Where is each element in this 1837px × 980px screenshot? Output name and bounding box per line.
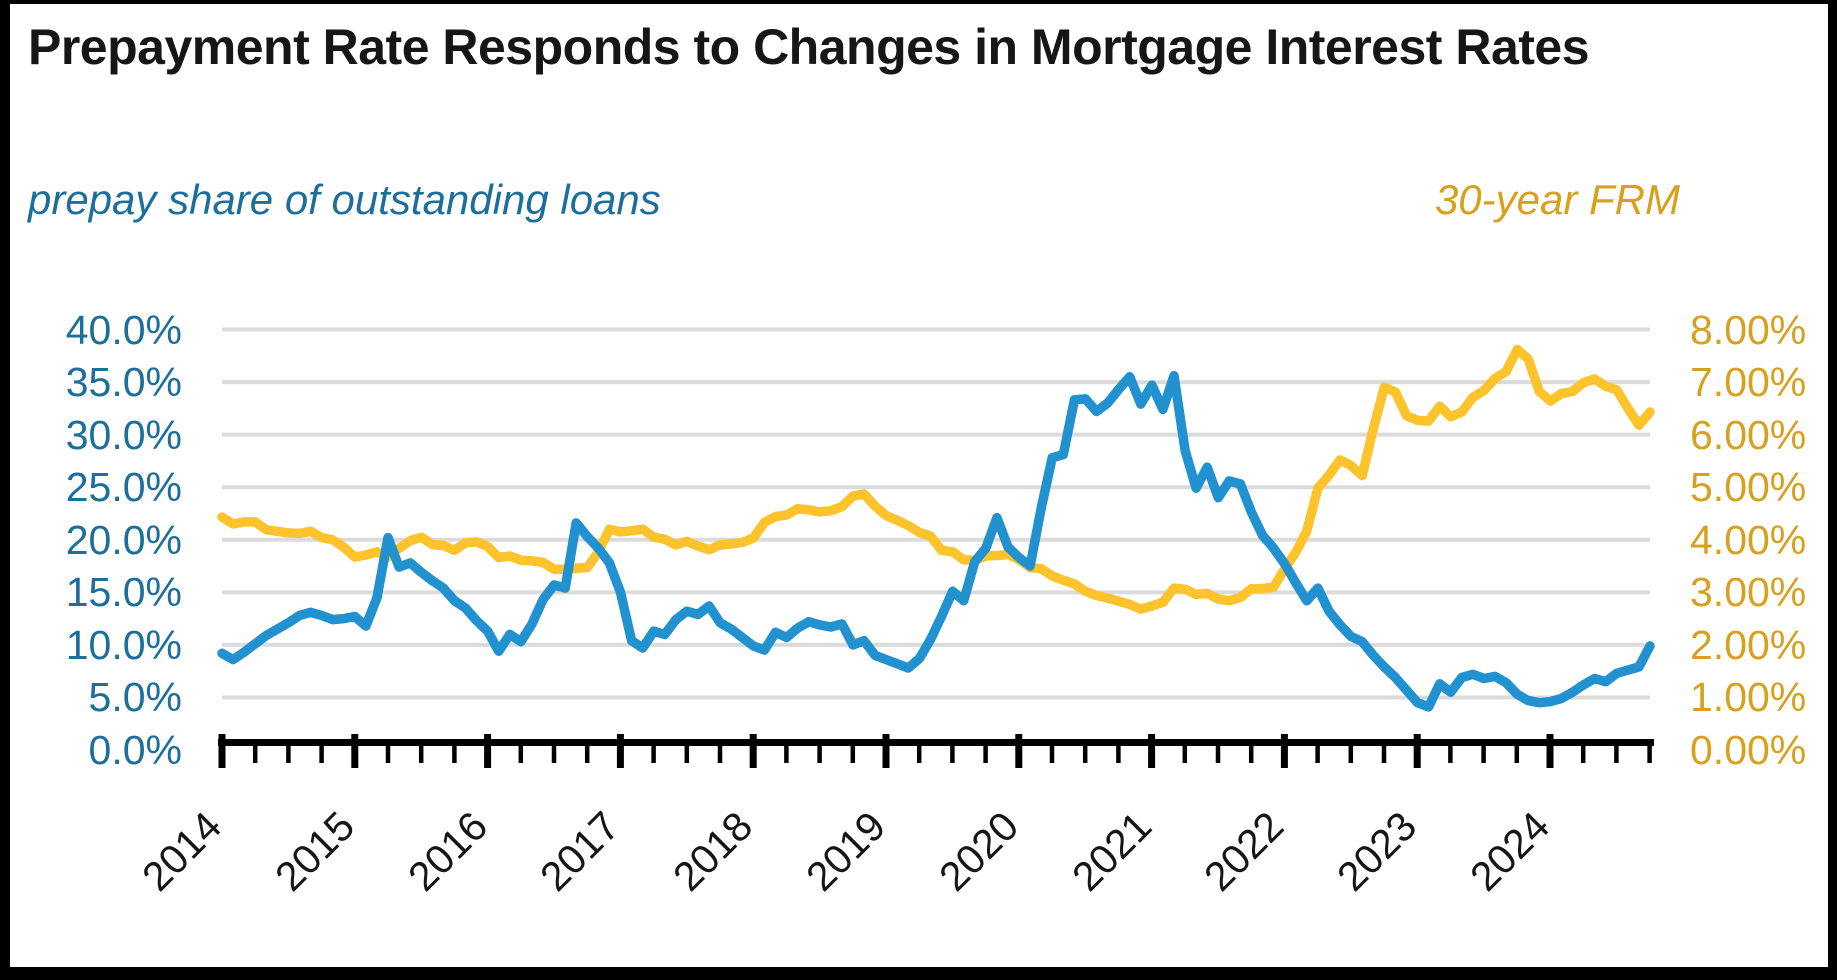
left-y-tick-label: 10.0% <box>65 621 182 668</box>
x-axis <box>218 734 1654 768</box>
frame-bar-bottom <box>0 967 1837 980</box>
left-y-tick-label: 15.0% <box>65 569 182 616</box>
frame-bar-right <box>1828 0 1837 980</box>
series-line-prepay-share <box>217 371 1655 712</box>
left-y-tick-label: 25.0% <box>65 464 182 511</box>
left-y-tick-label: 40.0% <box>65 306 182 353</box>
left-y-tick-label: 5.0% <box>88 674 182 721</box>
right-y-tick-label: 7.00% <box>1690 359 1807 406</box>
right-y-tick-label: 2.00% <box>1690 621 1807 668</box>
right-axis-title: 30-year FRM <box>1434 176 1680 223</box>
right-y-tick-label: 6.00% <box>1690 411 1807 458</box>
right-y-tick-label: 5.00% <box>1690 464 1807 511</box>
right-y-tick-label: 4.00% <box>1690 516 1807 563</box>
series-lines <box>217 344 1655 712</box>
left-y-tick-label: 35.0% <box>65 359 182 406</box>
left-y-tick-label: 0.0% <box>88 727 182 773</box>
left-axis-title: prepay share of outstanding loans <box>28 176 661 223</box>
left-y-tick-label: 30.0% <box>65 411 182 458</box>
right-y-tick-label: 3.00% <box>1690 569 1807 616</box>
left-y-tick-label: 20.0% <box>65 516 182 563</box>
right-y-tick-label: 1.00% <box>1690 674 1807 721</box>
frame-bar-left <box>0 0 10 980</box>
gridlines <box>222 327 1650 700</box>
chart-title: Prepayment Rate Responds to Changes in M… <box>28 19 1590 75</box>
right-y-tick-label: 8.00% <box>1690 306 1807 353</box>
frame-bar-top <box>0 0 1837 4</box>
series-line-30-year-frm <box>217 344 1655 614</box>
right-y-tick-label: 0.00% <box>1690 727 1807 773</box>
